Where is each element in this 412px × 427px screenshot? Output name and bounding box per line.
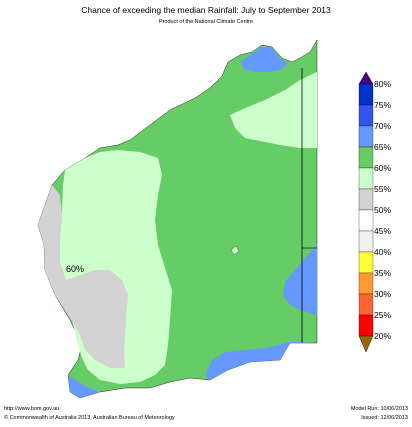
legend-tick: 60% (374, 163, 392, 173)
legend-swatch-35 (358, 272, 374, 295)
map-title: Chance of exceeding the median Rainfall:… (81, 5, 331, 15)
region-blue-south (205, 342, 317, 380)
legend-swatch-75 (358, 104, 374, 127)
legend-swatch-50 (358, 209, 374, 232)
legend-swatch-55 (358, 188, 374, 211)
legend-tick: 55% (374, 184, 392, 194)
legend-tick: 80% (374, 79, 392, 89)
legend-tick: 30% (374, 289, 392, 299)
legend-tick: 40% (374, 247, 392, 257)
legend-colorbar (358, 72, 374, 353)
legend-tick: 65% (374, 142, 392, 152)
legend-swatch-40 (358, 251, 374, 274)
footer-copyright: © Commonwealth of Australia 2013, Austra… (4, 415, 175, 421)
legend-swatch-80 (358, 83, 374, 106)
footer-issued: Issued: 12/06/2013 (361, 415, 408, 421)
footer-model-run: Model Run: 10/06/2013 (350, 406, 408, 412)
legend-tick: 35% (374, 268, 392, 278)
legend: 80% 75% 70% 65% 60% 55% 50% 45% 40% 35% … (358, 72, 412, 353)
legend-tick: 25% (374, 310, 392, 320)
footer-url[interactable]: http://www.bom.gov.au (4, 406, 60, 412)
legend-tick: 70% (374, 121, 392, 131)
legend-tick: 20% (374, 331, 392, 341)
legend-swatch-60 (358, 167, 374, 190)
region-grey-southwest (38, 185, 128, 368)
legend-swatch-30 (358, 293, 374, 316)
map-subtitle: Product of the National Climate Centre (158, 19, 254, 25)
region-blue-southwest (68, 375, 100, 398)
legend-tick: 45% (374, 226, 392, 236)
region-blue-east (283, 245, 317, 315)
legend-swatch-65 (358, 146, 374, 169)
legend-top-arrow (358, 72, 374, 85)
legend-tick: 75% (374, 100, 392, 110)
legend-swatch-45 (358, 230, 374, 253)
region-60-label: 60% (66, 264, 85, 274)
legend-swatch-25 (358, 314, 374, 337)
legend-bottom-arrow (358, 335, 374, 353)
legend-tick: 50% (374, 205, 392, 215)
legend-swatch-70 (358, 125, 374, 148)
island (230, 245, 240, 256)
region-light-green-ne (230, 72, 317, 148)
region-blue-north (240, 47, 288, 72)
